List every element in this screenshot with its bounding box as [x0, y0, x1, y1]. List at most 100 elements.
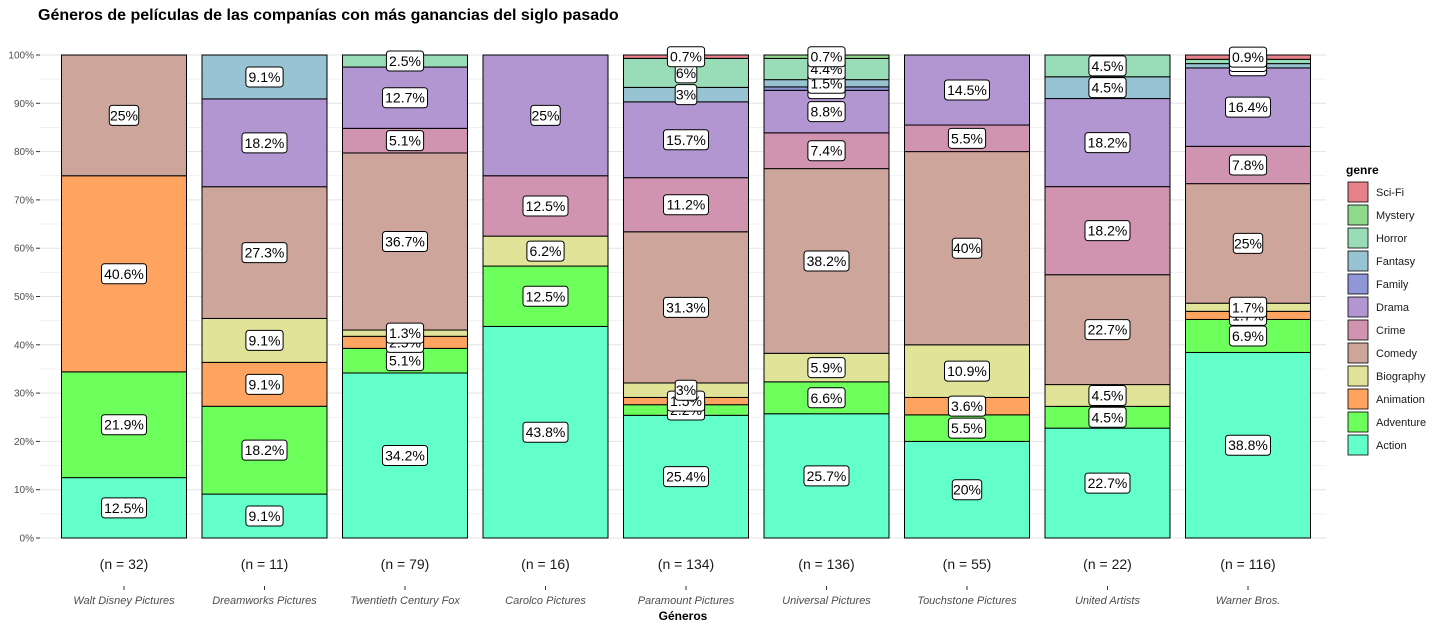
x-tick-label: Paramount Pictures [638, 595, 735, 607]
data-label: 34.2% [382, 444, 428, 466]
data-label-text: 3% [676, 382, 696, 398]
data-label: 6.6% [807, 387, 846, 409]
data-label: 1.3% [385, 322, 425, 344]
data-label-text: 2.5% [389, 53, 421, 69]
n-count-label: (n = 11) [241, 556, 289, 572]
data-label-text: 6% [676, 65, 696, 81]
legend-swatch-family [1347, 273, 1369, 295]
data-label-text: 7.4% [811, 143, 843, 159]
data-label: 12.5% [522, 195, 569, 217]
data-label-box [947, 395, 987, 417]
data-label-text: 34.2% [385, 447, 425, 463]
data-label: 1.7% [1228, 296, 1268, 318]
data-label-box [1228, 46, 1268, 68]
n-count-label: (n = 136) [798, 556, 854, 572]
data-label-box [522, 195, 569, 217]
data-label-text: 7.8% [1232, 157, 1264, 173]
data-label-box [951, 479, 983, 501]
legend-label-sci-fi: Sci-Fi [1376, 187, 1404, 199]
data-label-text: 15.7% [666, 132, 706, 148]
data-label-box [245, 66, 284, 88]
y-tick-label: 70% [14, 195, 34, 206]
data-label-text: 18.2% [1088, 135, 1128, 151]
data-label: 25% [1232, 232, 1264, 254]
data-label-box [947, 417, 987, 439]
legend-label-comedy: Comedy [1376, 348, 1417, 360]
data-label-box [526, 240, 565, 262]
data-label-text: 5.1% [389, 353, 421, 369]
data-label: 3% [674, 379, 698, 401]
chart-title: Géneros de películas de las companías co… [38, 7, 619, 24]
legend-label-biography: Biography [1376, 371, 1426, 383]
n-count-label: (n = 16) [521, 556, 570, 572]
data-label-box [1084, 220, 1131, 242]
data-label-text: 25.7% [807, 468, 847, 484]
y-tick-label: 30% [14, 389, 34, 400]
data-label: 4.5% [1088, 77, 1127, 99]
x-tick-label: Warner Bros. [1216, 595, 1281, 607]
data-label-box [666, 46, 706, 68]
data-label-text: 31.3% [666, 299, 706, 315]
legend-label-crime: Crime [1376, 325, 1405, 337]
data-label: 21.9% [101, 414, 147, 436]
y-tick-label: 10% [14, 485, 34, 496]
data-label-text: 36.7% [385, 233, 425, 249]
data-label-box [385, 130, 425, 152]
data-label: 18.2% [241, 439, 288, 461]
data-label-box [245, 373, 284, 395]
data-label-box [807, 140, 846, 162]
data-label-text: 12.5% [526, 288, 566, 304]
data-label-box [101, 414, 147, 436]
data-label-box [951, 237, 983, 259]
data-label-text: 10.9% [947, 363, 987, 379]
legend-label-drama: Drama [1376, 302, 1410, 314]
data-label-box [1232, 232, 1264, 254]
data-label-text: 1.7% [1232, 299, 1264, 315]
y-tick-label: 40% [14, 340, 34, 351]
data-label-box [245, 505, 284, 527]
data-label-box [807, 387, 846, 409]
data-label-text: 12.5% [526, 198, 566, 214]
y-axis: 0% 10% 20% 30% 40% 50% 60% 70% 80% 90% 100% [8, 51, 40, 545]
x-axis-title: Géneros [659, 609, 708, 623]
y-tick-label: 0% [20, 534, 35, 545]
data-label-box [385, 322, 425, 344]
data-label: 36.7% [382, 230, 428, 252]
data-label-text: 9.1% [249, 508, 281, 524]
data-label-text: 4.5% [1092, 409, 1124, 425]
data-label: 12.5% [101, 497, 147, 519]
data-label-text: 16.4% [1228, 99, 1268, 115]
data-label-box [1084, 472, 1131, 494]
data-label-text: 3% [676, 87, 696, 103]
data-label: 40.6% [101, 263, 147, 285]
legend: genre Sci-Fi Mystery Horror Fantasy Family Dr… [1346, 163, 1426, 456]
data-label-text: 43.8% [526, 424, 566, 440]
x-tick-label: Touchstone Pictures [917, 595, 1017, 607]
data-label-text: 4.5% [1092, 387, 1124, 403]
data-label-box [944, 360, 990, 382]
legend-swatch-horror [1347, 227, 1369, 249]
data-label-box [1088, 384, 1127, 406]
data-label: 3.6% [947, 395, 987, 417]
n-count-label: (n = 22) [1083, 556, 1132, 572]
data-label-text: 5.9% [811, 360, 843, 376]
data-label-box [674, 379, 698, 401]
data-label-text: 20% [953, 482, 981, 498]
data-label-text: 40.6% [104, 266, 144, 282]
data-label-text: 25% [110, 107, 138, 123]
legend-swatch-mystery [1347, 204, 1369, 226]
data-label-box [101, 263, 147, 285]
data-label-box [663, 296, 709, 318]
data-label-text: 9.1% [249, 69, 281, 85]
data-label: 11.2% [663, 194, 709, 216]
data-label-text: 38.2% [807, 253, 847, 269]
data-label-text: 25.4% [666, 469, 706, 485]
data-label: 5.1% [385, 350, 425, 372]
legend-swatch-crime [1347, 319, 1369, 341]
legend-swatch-adventure [1347, 411, 1369, 433]
data-label-box [522, 421, 569, 443]
data-label: 22.7% [1084, 472, 1131, 494]
data-label-text: 6.2% [530, 243, 562, 259]
data-label-text: 9.1% [249, 332, 281, 348]
